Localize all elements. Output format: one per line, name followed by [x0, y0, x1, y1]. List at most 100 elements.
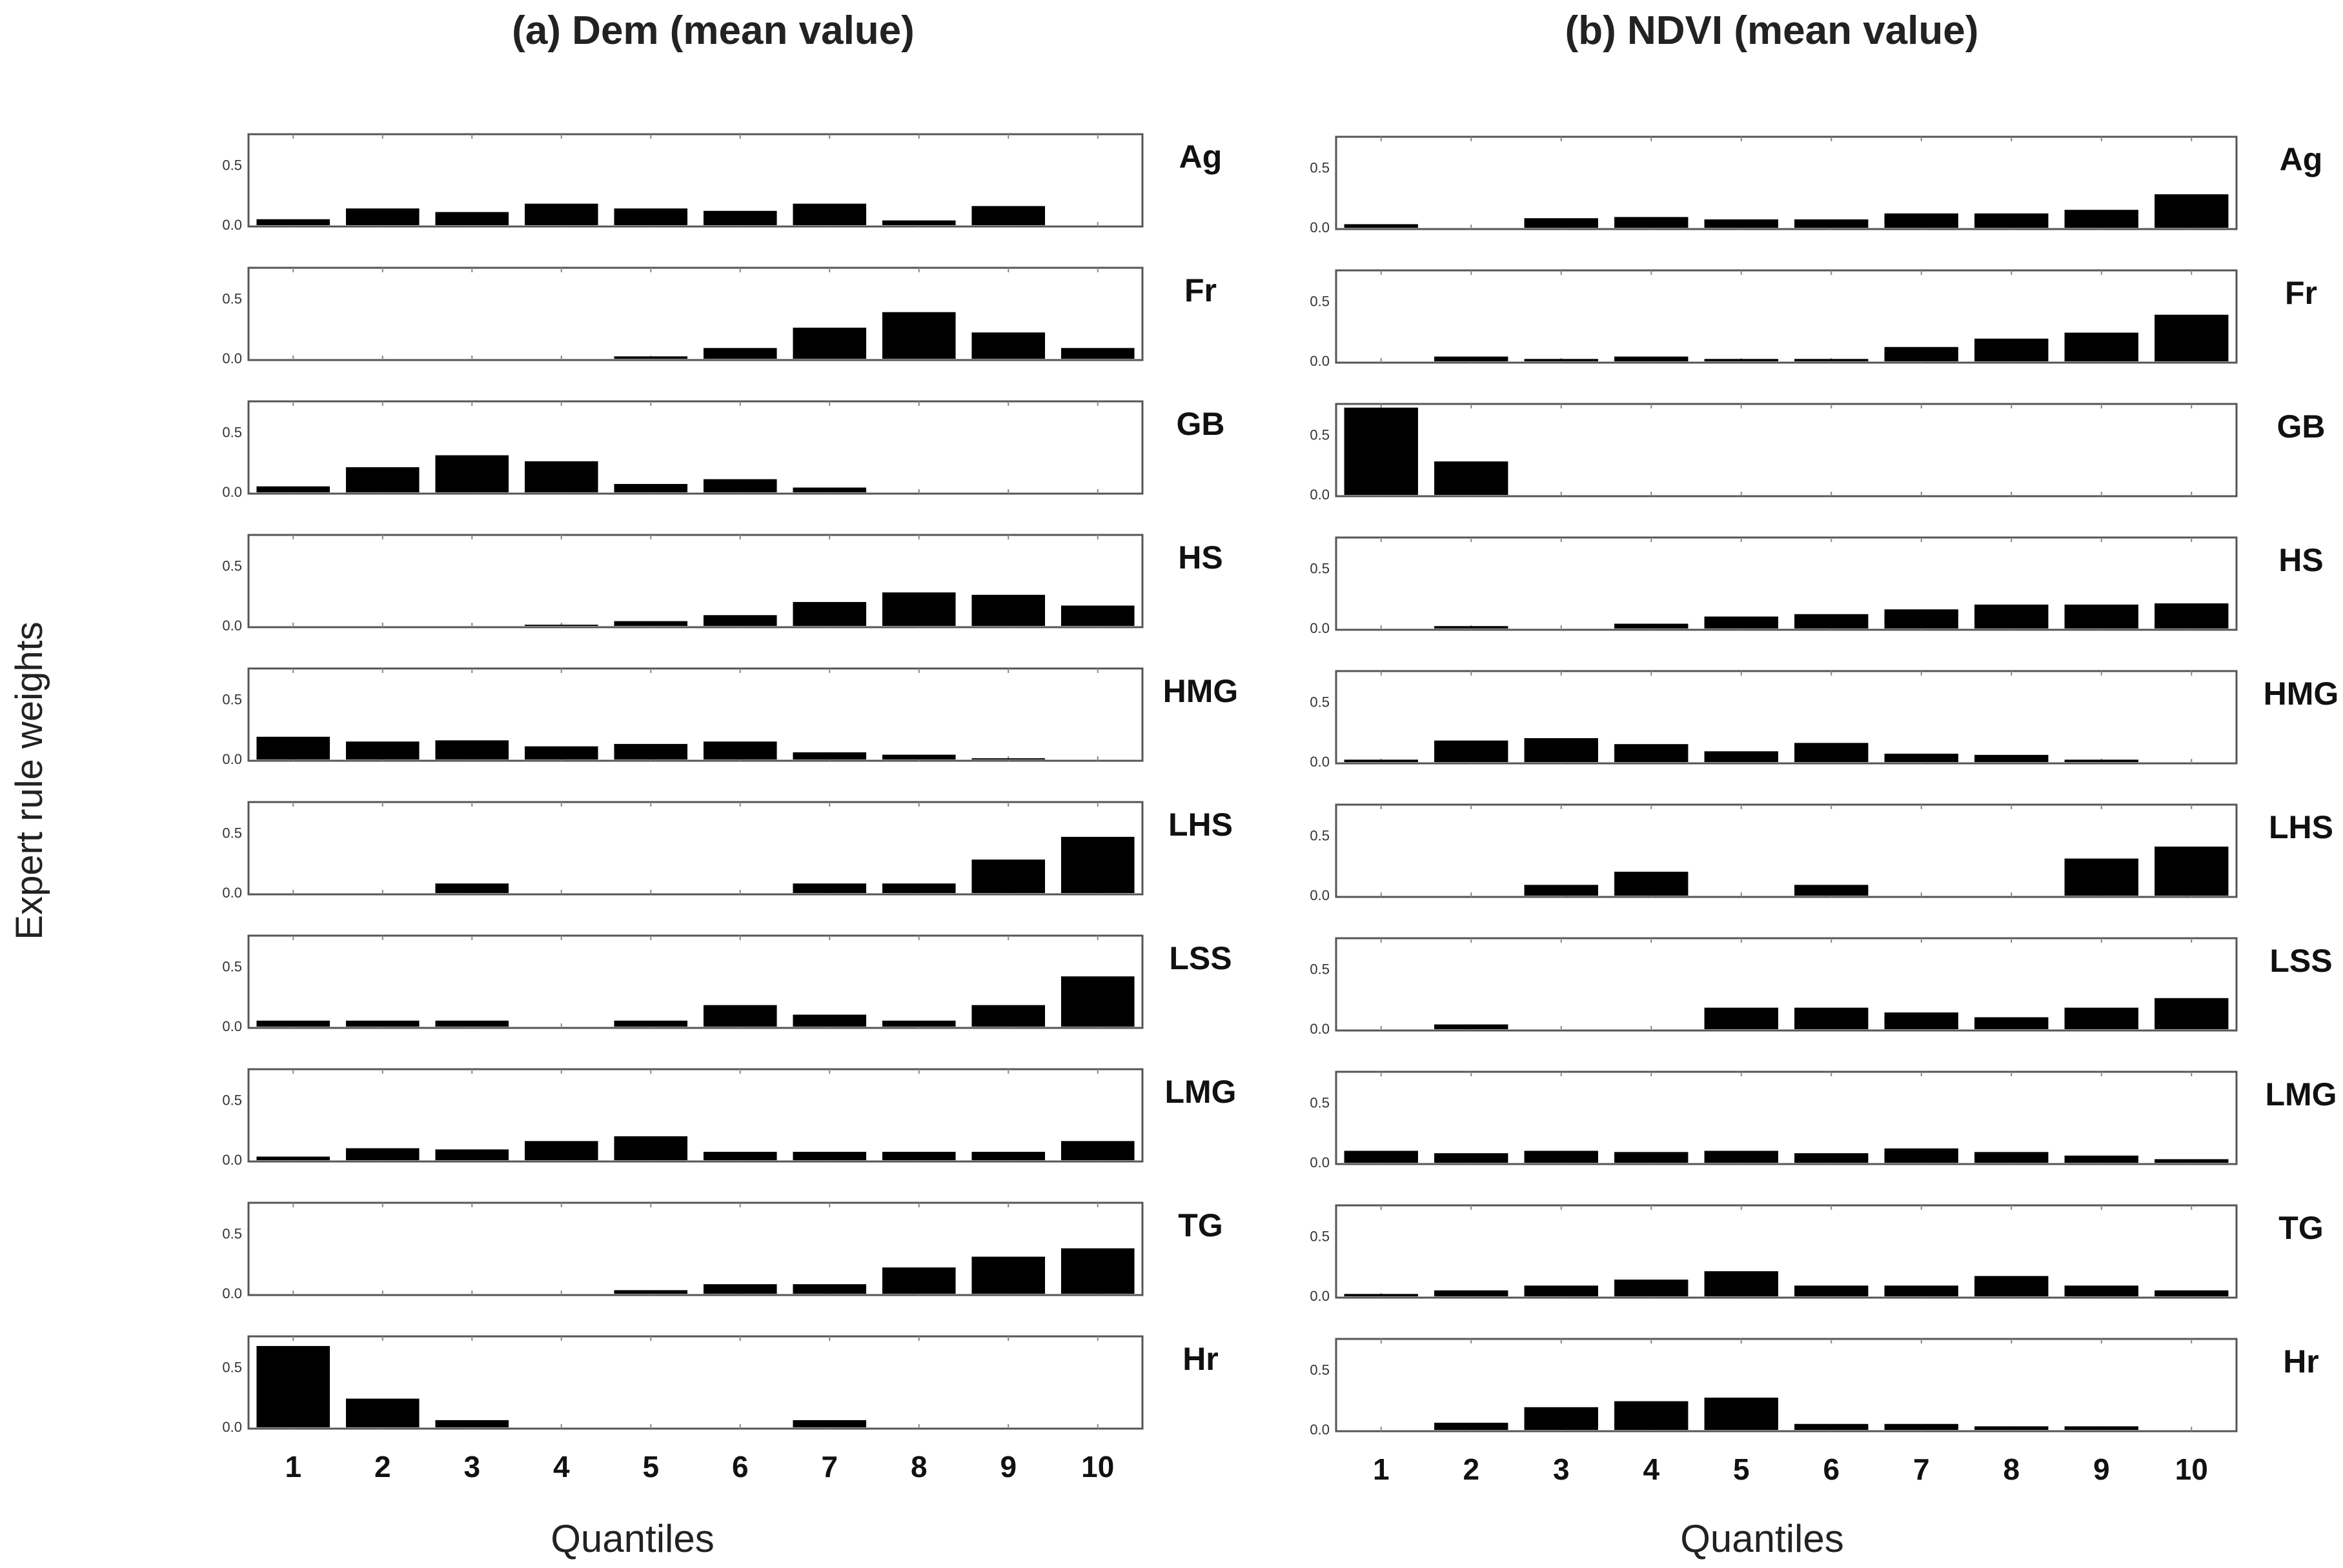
- class-label: HMG: [1163, 673, 1239, 709]
- bar: [1524, 738, 1598, 762]
- y-tick-label: 0.5: [1310, 560, 1330, 576]
- y-tick-label: 0.0: [222, 1018, 242, 1034]
- x-tick-label: 1: [1373, 1452, 1390, 1486]
- bar: [1434, 740, 1508, 762]
- bar: [971, 332, 1046, 359]
- bar: [2064, 1426, 2138, 1430]
- y-tick-label: 0.5: [222, 1359, 242, 1375]
- x-tick-label: 7: [1913, 1452, 1930, 1486]
- x-tick-label: 8: [2003, 1452, 2020, 1486]
- y-tick-label: 0.5: [222, 424, 242, 440]
- bar: [1794, 885, 1869, 896]
- bar: [1060, 1248, 1135, 1294]
- class-label: LMG: [2265, 1076, 2337, 1112]
- bar: [345, 467, 420, 492]
- y-tick-label: 0.0: [1310, 219, 1330, 236]
- bar: [703, 210, 777, 225]
- bar: [2155, 603, 2229, 628]
- bar: [1794, 1285, 1869, 1296]
- bar: [2155, 314, 2229, 361]
- class-label: Fr: [1184, 272, 1217, 308]
- bar: [882, 754, 956, 759]
- bar: [2064, 210, 2138, 228]
- bar: [882, 220, 956, 225]
- y-tick-label: 0.0: [222, 618, 242, 634]
- x-tick-label: 1: [285, 1450, 301, 1483]
- bar: [1794, 743, 1869, 762]
- class-label: TG: [2278, 1210, 2323, 1246]
- y-tick-label: 0.5: [222, 958, 242, 974]
- bar: [793, 601, 867, 626]
- bar: [256, 1345, 330, 1427]
- y-tick-label: 0.0: [1310, 754, 1330, 770]
- bar: [1434, 1422, 1508, 1430]
- y-tick-label: 0.0: [1310, 620, 1330, 636]
- bar: [882, 592, 956, 626]
- bar: [1704, 1007, 1778, 1029]
- bar: [2155, 847, 2229, 896]
- bar: [882, 1020, 956, 1027]
- bar: [1704, 1271, 1778, 1296]
- bar: [1344, 1151, 1418, 1163]
- bar: [614, 356, 688, 359]
- bar: [1524, 1285, 1598, 1296]
- bar: [1884, 1148, 1958, 1163]
- bar: [614, 1020, 688, 1027]
- bar: [703, 741, 777, 759]
- bar: [1060, 836, 1135, 893]
- x-tick-label: 10: [1081, 1450, 1114, 1483]
- bar: [1524, 885, 1598, 896]
- bar: [703, 479, 777, 492]
- bar: [1344, 224, 1418, 228]
- class-label: Ag: [2280, 141, 2323, 177]
- class-label: HS: [2278, 542, 2323, 578]
- y-tick-label: 0.0: [222, 1419, 242, 1435]
- bar: [1794, 1153, 1869, 1163]
- bar: [1884, 213, 1958, 228]
- bar: [1524, 218, 1598, 228]
- bar: [793, 327, 867, 359]
- bar: [1434, 1024, 1508, 1029]
- bar: [614, 1136, 688, 1160]
- bar: [1794, 614, 1869, 628]
- bar: [1344, 407, 1418, 495]
- bar: [1884, 1423, 1958, 1430]
- bar: [703, 1284, 777, 1294]
- bar: [1344, 759, 1418, 762]
- bar: [614, 484, 688, 492]
- bar: [256, 219, 330, 225]
- x-tick-label: 3: [1553, 1452, 1570, 1486]
- bar: [703, 1152, 777, 1160]
- bar: [1884, 1012, 1958, 1029]
- y-tick-label: 0.5: [1310, 961, 1330, 977]
- bar: [882, 1152, 956, 1160]
- plots: 0.0 0.5 Ag 0.0 0.5 Fr 0.0 0.5 GB 0.0 0.5 HS 0.0 0.5 HM…: [222, 133, 2338, 1486]
- bar: [1974, 338, 2049, 361]
- bar: [703, 615, 777, 626]
- bar: [1614, 1401, 1689, 1430]
- y-tick-label: 0.5: [1310, 1228, 1330, 1244]
- bar: [1794, 359, 1869, 361]
- class-label: LSS: [2269, 943, 2332, 979]
- bar: [1614, 1152, 1689, 1163]
- y-tick-label: 0.0: [222, 1152, 242, 1168]
- bar: [2155, 1290, 2229, 1296]
- x-axis-label-dem: Quantiles: [551, 1517, 714, 1560]
- bar: [882, 312, 956, 359]
- bar: [971, 859, 1046, 893]
- bar: [793, 1284, 867, 1294]
- bar: [971, 1152, 1046, 1160]
- bar: [2155, 194, 2229, 228]
- bar: [1434, 1290, 1508, 1296]
- y-tick-label: 0.5: [222, 1092, 242, 1108]
- x-tick-label: 6: [1823, 1452, 1840, 1486]
- class-label: LMG: [1164, 1074, 1236, 1110]
- bar: [1974, 604, 2049, 628]
- bar: [1434, 626, 1508, 628]
- bar: [882, 883, 956, 893]
- y-tick-label: 0.5: [222, 825, 242, 841]
- bar: [435, 1149, 509, 1160]
- y-tick-label: 0.5: [1310, 694, 1330, 710]
- bar: [793, 203, 867, 225]
- chart-title-dem: (a) Dem (mean value): [512, 8, 915, 53]
